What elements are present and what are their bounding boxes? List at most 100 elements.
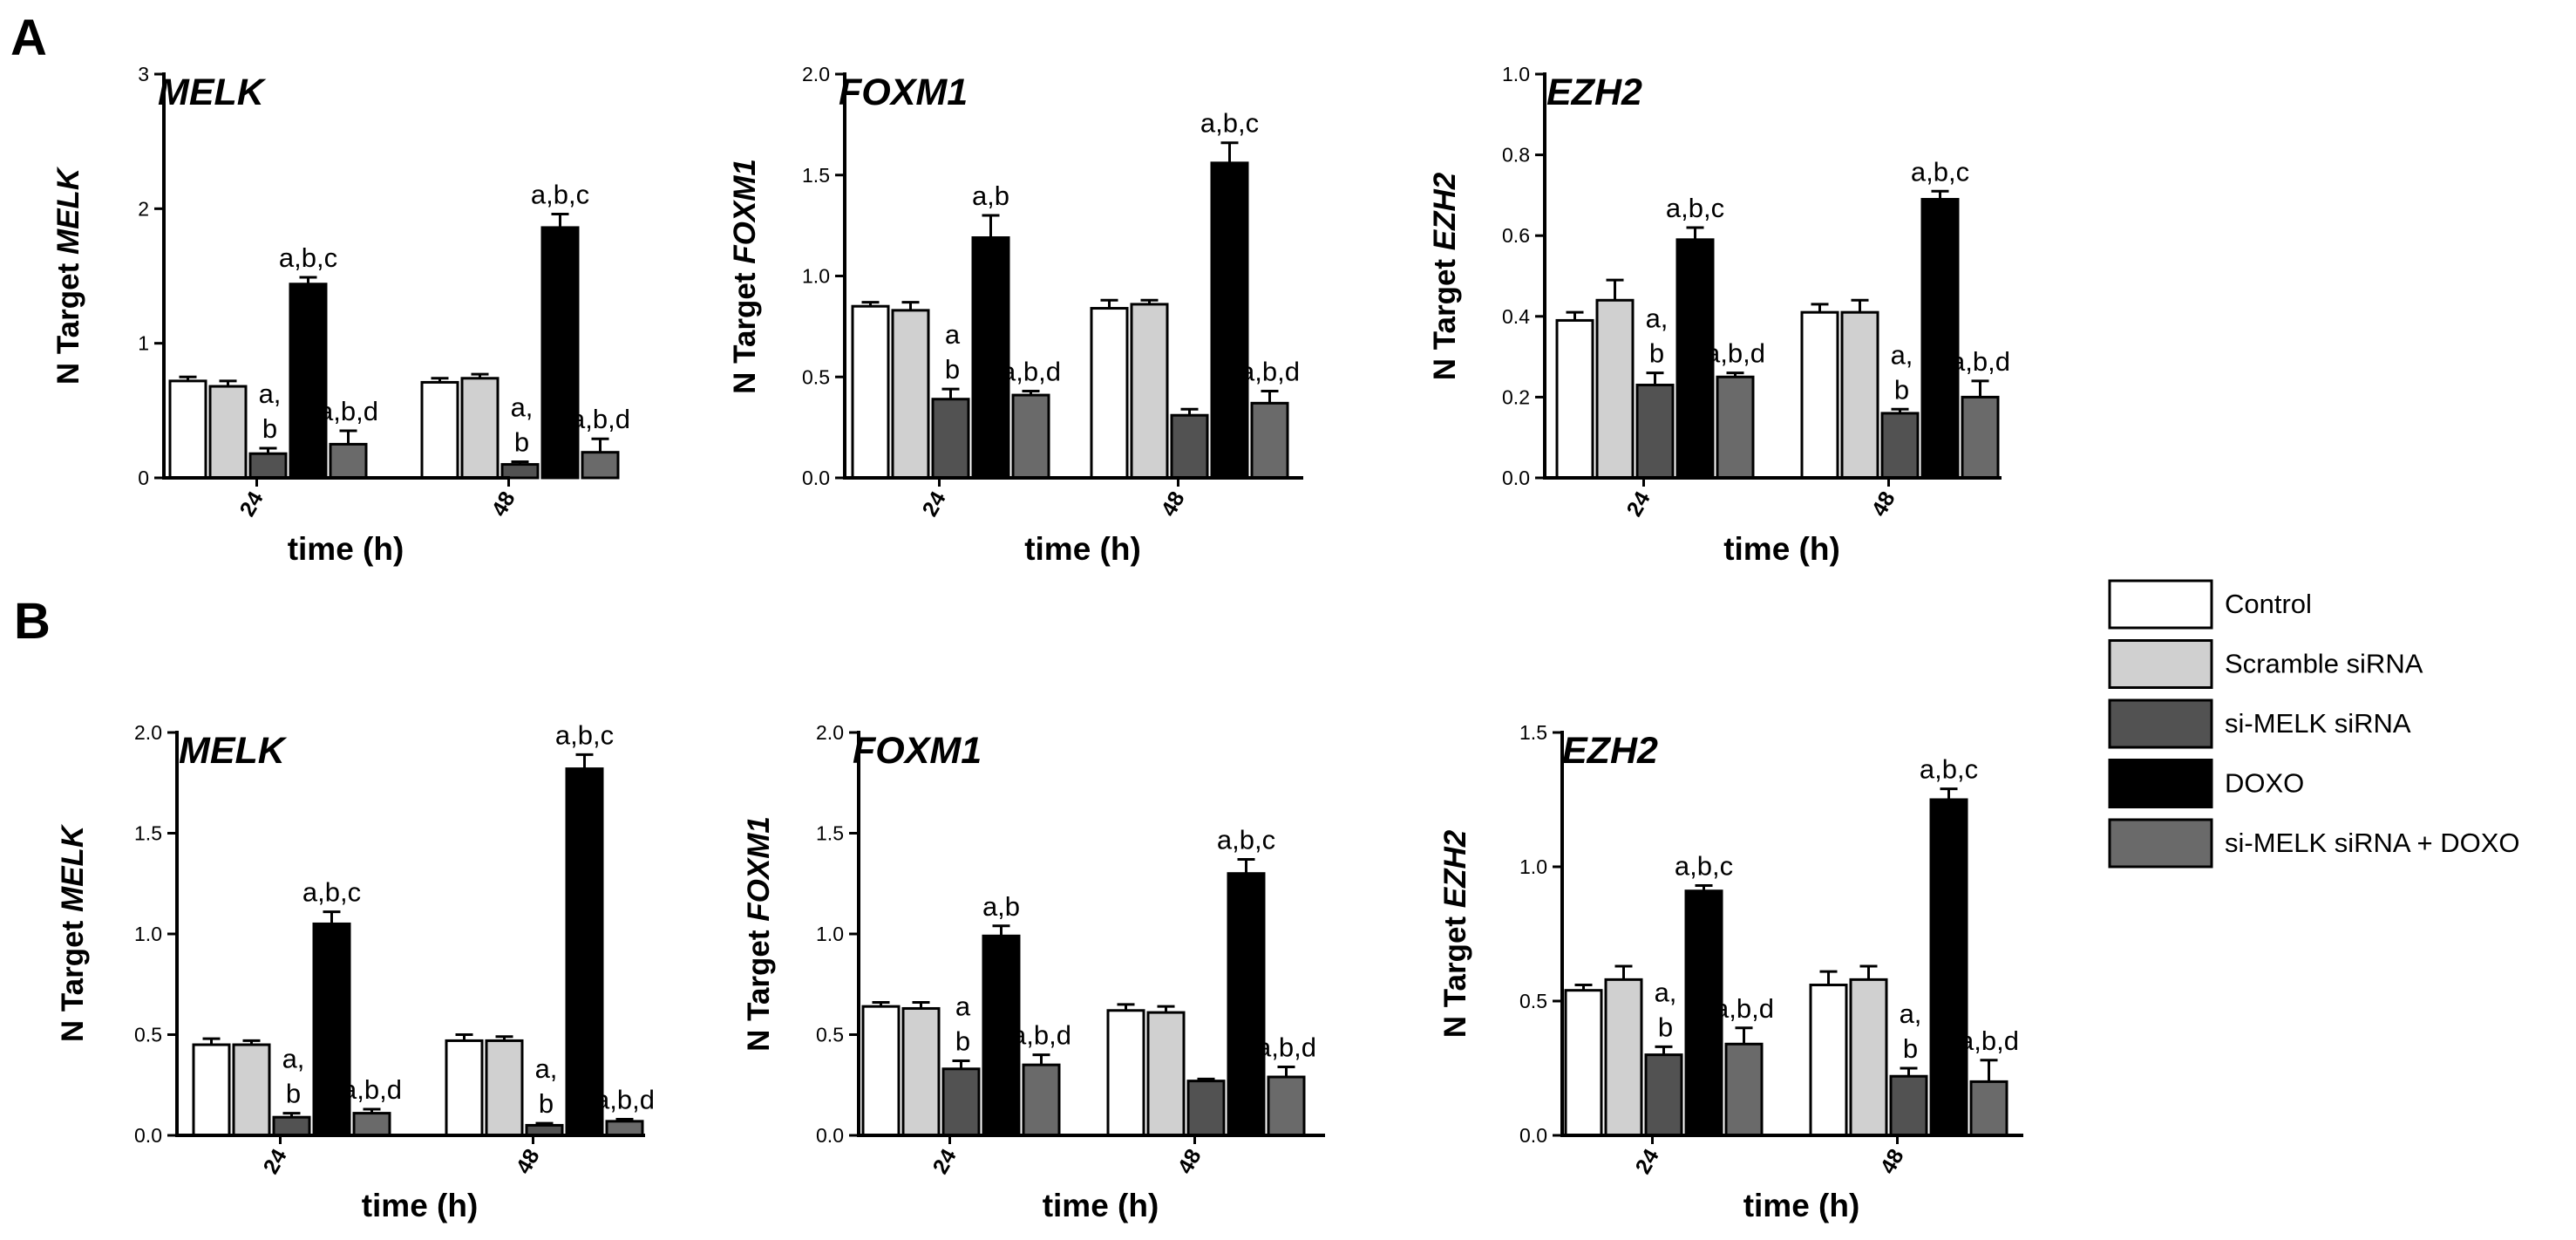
significance-label: a,b,c — [1911, 156, 1969, 187]
bar-scramble-sirna-48 — [485, 1039, 524, 1137]
significance-label: a, — [259, 378, 282, 409]
x-tick-label: 48 — [1876, 1145, 1909, 1178]
x-tick-label: 24 — [918, 487, 951, 521]
significance-label: a,b — [982, 891, 1020, 922]
y-tick-label: 1.5 — [1519, 721, 1547, 744]
y-axis-label: N Target MELK — [51, 166, 85, 385]
y-tick-label: 0.0 — [1502, 467, 1530, 489]
significance-label: a, — [282, 1044, 305, 1074]
x-axis-label: time (h) — [288, 531, 404, 567]
x-tick-label: 48 — [487, 487, 520, 521]
x-tick-label: 24 — [1622, 487, 1655, 521]
bar-control-48 — [445, 1039, 484, 1137]
x-axis-label: time (h) — [1043, 1188, 1159, 1223]
significance-label: a,b,c — [1675, 851, 1733, 882]
x-tick-label: 48 — [1867, 487, 1900, 521]
chart-A-EZH2: a, b a, b a,b,c a,b,c a,b,d a,b,d 0.0 0.2 0.4 0.6 0.… — [1428, 63, 2010, 567]
y-tick-label: 0.4 — [1502, 305, 1530, 328]
significance-label: a, — [1891, 339, 1913, 370]
y-axis-label: N Target FOXM1 — [728, 159, 762, 394]
y-tick-label: 2.0 — [802, 63, 830, 85]
legend-swatch-scramble-sirna — [2108, 639, 2213, 689]
chart-A-FOXM1: ab a,b a,b,c a,b,d a,b,d 0.0 0.5 1.0 1.5 2.0 24 48 F… — [728, 63, 1303, 567]
bar-si-melk-sirna-24 — [1635, 384, 1675, 480]
significance-label: a — [955, 991, 971, 1022]
y-tick-label: 0.2 — [1502, 385, 1530, 408]
bar-doxo-48 — [1210, 161, 1249, 480]
bar-doxo-24 — [312, 922, 351, 1137]
bar-scramble-sirna-24 — [901, 1006, 941, 1137]
x-axis-label: time (h) — [1723, 531, 1840, 567]
bar-doxo-48 — [540, 226, 580, 480]
y-tick-label: 0.6 — [1502, 224, 1530, 247]
bar-scramble-sirna-24 — [1604, 978, 1643, 1137]
significance-label: a,b,c — [1200, 108, 1259, 139]
bar-si-melk-sirna-doxo-24 — [1011, 393, 1050, 480]
bar-control-24 — [168, 379, 207, 480]
significance-label: a,b,c — [279, 242, 337, 273]
significance-label: a,b,d — [570, 404, 630, 434]
chart-title: MELK — [179, 730, 288, 772]
chart-title: EZH2 — [1562, 730, 1658, 772]
bar-scramble-sirna-48 — [1130, 303, 1169, 480]
bar-si-melk-sirna-doxo-24 — [1724, 1042, 1764, 1137]
bar-si-melk-sirna-48 — [1186, 1080, 1226, 1137]
significance-label: b — [514, 426, 529, 457]
bar-scramble-sirna-24 — [891, 309, 930, 480]
bar-control-24 — [1564, 989, 1603, 1137]
bar-control-48 — [1809, 984, 1848, 1137]
bar-doxo-24 — [971, 236, 1010, 480]
bar-si-melk-sirna-24 — [1644, 1053, 1683, 1137]
y-tick-label: 1.0 — [1502, 63, 1530, 85]
bar-si-melk-sirna-doxo-24 — [352, 1112, 391, 1137]
significance-label: a, — [1655, 977, 1677, 1007]
x-tick-label: 24 — [235, 487, 268, 521]
bar-si-melk-sirna-24 — [941, 1067, 981, 1137]
significance-label: a — [945, 319, 961, 350]
bar-si-melk-sirna-doxo-48 — [1969, 1080, 2008, 1137]
legend-swatch-control — [2108, 579, 2213, 630]
bar-doxo-48 — [565, 767, 604, 1137]
significance-label: a,b,c — [1217, 825, 1275, 855]
y-tick-label: 2.0 — [816, 721, 844, 744]
y-tick-label: 0.0 — [1519, 1124, 1547, 1147]
significance-label: a, — [1900, 998, 1922, 1029]
bar-scramble-sirna-48 — [1849, 978, 1888, 1137]
x-tick-label: 24 — [1631, 1145, 1664, 1178]
bar-control-24 — [851, 304, 890, 480]
y-tick-label: 0.0 — [802, 467, 830, 489]
y-tick-label: 1.5 — [134, 822, 162, 845]
y-tick-label: 0.0 — [134, 1124, 162, 1147]
y-tick-label: 1.0 — [816, 923, 844, 945]
legend: Control Scramble siRNA si-MELK siRNA DOXO si… — [2108, 579, 2520, 869]
chart-title: FOXM1 — [853, 730, 982, 772]
bar-doxo-48 — [1929, 798, 1968, 1137]
bar-si-melk-sirna-48 — [1170, 413, 1209, 480]
bar-doxo-24 — [289, 283, 328, 480]
x-axis-label: time (h) — [1743, 1188, 1860, 1223]
y-tick-label: 1.0 — [802, 265, 830, 288]
significance-label: a,b — [972, 181, 1009, 211]
bar-control-48 — [420, 380, 459, 480]
bar-si-melk-sirna-doxo-48 — [1267, 1075, 1306, 1137]
legend-label: Control — [2225, 589, 2312, 619]
x-axis-label: time (h) — [362, 1188, 479, 1223]
y-axis-label: N Target EZH2 — [1438, 829, 1472, 1038]
significance-label: a,b,c — [302, 877, 361, 908]
bar-si-melk-sirna-doxo-24 — [329, 442, 368, 480]
legend-label: si-MELK siRNA — [2225, 708, 2411, 739]
legend-label: DOXO — [2225, 768, 2304, 799]
y-tick-label: 1 — [138, 332, 149, 355]
x-axis-label: time (h) — [1024, 531, 1141, 567]
significance-label: a,b,d — [1001, 356, 1061, 386]
y-tick-label: 0.5 — [802, 365, 830, 388]
chart-B-FOXM1: ab a,b a,b,c a,b,d a,b,d 0.0 0.5 1.0 1.5 2.0 24 48 F… — [742, 721, 1325, 1223]
chart-A-MELK: a, b a, b a,b,c a,b,c a,b,d a,b,d 0 1 2 3 24 48 MELK ti… — [51, 63, 630, 567]
significance-label: a, — [511, 392, 534, 422]
significance-label: b — [1894, 374, 1909, 405]
y-tick-label: 0 — [138, 467, 149, 489]
significance-label: a,b,d — [1950, 346, 2010, 377]
bar-si-melk-sirna-48 — [1889, 1074, 1928, 1137]
